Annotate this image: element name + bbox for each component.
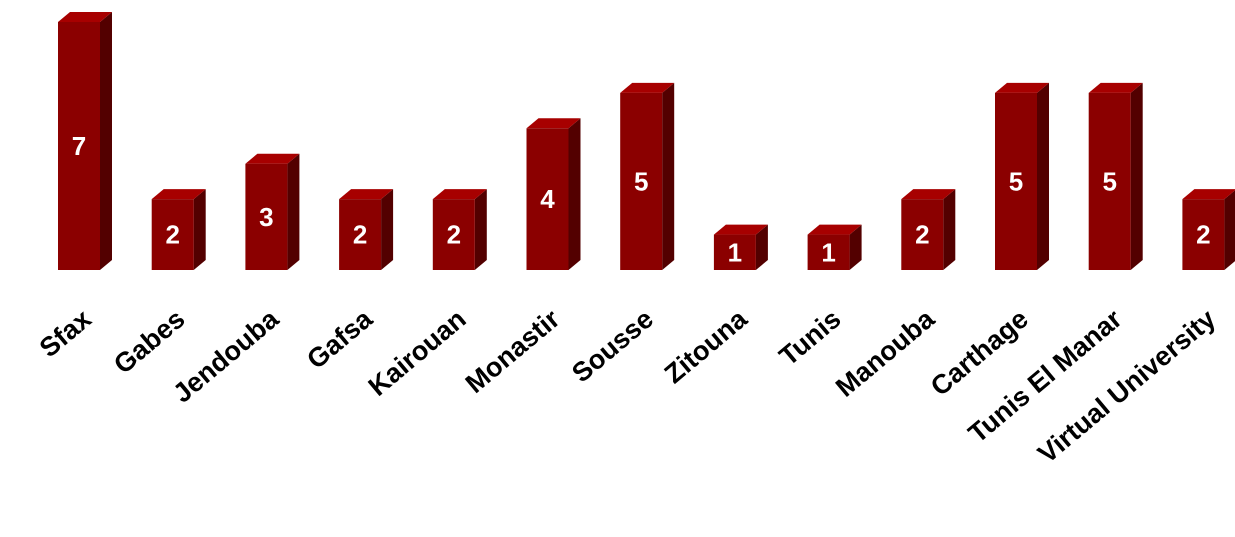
bar-top	[1088, 82, 1143, 93]
bar	[620, 92, 663, 270]
data-label: 4	[540, 184, 555, 214]
data-label: 2	[1196, 220, 1210, 250]
data-label: 1	[821, 237, 835, 267]
x-tick-label: Sousse	[566, 304, 659, 389]
x-tick-label: Zitouna	[659, 303, 754, 389]
x-tick-label: Gabes	[108, 304, 191, 380]
bar	[713, 234, 756, 270]
x-tick-label: Jendouba	[167, 303, 285, 409]
bar-top	[1182, 189, 1235, 200]
bar-top	[339, 189, 394, 200]
bar	[1182, 199, 1225, 270]
bar	[245, 163, 288, 270]
data-label: 1	[728, 237, 742, 267]
bar-top	[620, 82, 675, 93]
x-tick-label: Manouba	[830, 303, 941, 403]
bar-top	[151, 189, 206, 200]
bar	[151, 199, 194, 270]
data-label: 2	[353, 220, 367, 250]
bar-side	[474, 189, 487, 270]
bar	[807, 234, 850, 270]
bar-top	[807, 224, 862, 235]
bar-top	[526, 118, 581, 129]
bar-side	[381, 189, 394, 270]
x-tick-label: Monastir	[460, 303, 566, 399]
bar	[995, 92, 1037, 270]
bar-side	[1224, 190, 1235, 270]
data-label: 5	[1102, 166, 1116, 196]
bar-top	[995, 82, 1049, 93]
bar-side	[568, 118, 581, 271]
bar-side	[193, 189, 206, 270]
bar-side	[1130, 82, 1143, 270]
bar-side	[755, 224, 768, 270]
bar-side	[100, 12, 112, 270]
x-tick-label: Virtual University	[1032, 304, 1221, 469]
x-tick-label: Tunis	[774, 304, 847, 372]
bar-side	[662, 82, 675, 270]
x-tick-label: Gafsa	[301, 303, 379, 375]
x-tick-label: Sfax	[34, 304, 97, 364]
data-label: 5	[634, 166, 648, 196]
x-tick-label: Kairouan	[363, 304, 472, 402]
data-label: 5	[1009, 166, 1023, 196]
bar	[1088, 92, 1131, 270]
bar-side	[1037, 82, 1049, 270]
bar	[901, 199, 944, 270]
bar-top	[58, 12, 112, 22]
data-label: 2	[165, 220, 179, 250]
bar	[432, 199, 475, 270]
bar-top	[245, 153, 300, 164]
bar-top	[432, 189, 487, 200]
data-label: 2	[447, 220, 461, 250]
bar	[526, 128, 569, 270]
bar	[58, 22, 100, 270]
data-label: 2	[915, 220, 929, 250]
bar-side	[849, 224, 862, 270]
bar-top	[901, 189, 956, 200]
bar-side	[943, 189, 956, 270]
data-label: 3	[259, 202, 273, 232]
data-label: 7	[72, 131, 86, 161]
bar	[339, 199, 382, 270]
bar-side	[287, 153, 300, 270]
bar-top	[713, 224, 768, 235]
